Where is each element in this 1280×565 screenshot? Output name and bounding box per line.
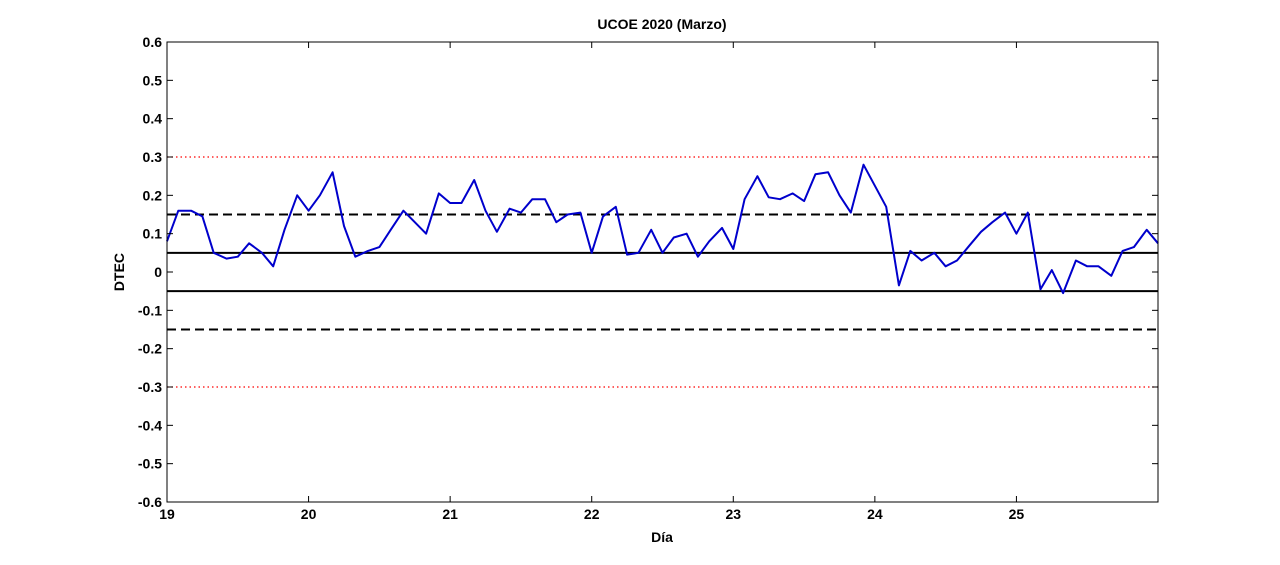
y-tick-label: 0.3 xyxy=(143,149,163,165)
x-tick-label: 20 xyxy=(301,506,317,522)
x-ticks: 19 20 21 22 23 24 25 xyxy=(159,42,1024,522)
y-tick-label: 0 xyxy=(154,264,162,280)
plot-area xyxy=(167,42,1158,502)
y-tick-label: -0.6 xyxy=(138,494,162,510)
y-tick-label: -0.2 xyxy=(138,341,162,357)
x-tick-label: 23 xyxy=(725,506,741,522)
y-tick-label: -0.1 xyxy=(138,302,162,318)
y-ticks: -0.6 -0.5 -0.4 -0.3 -0.2 -0.1 0 0.1 0.2 0.3 0.4 0.5… xyxy=(138,34,1158,510)
y-tick-label: -0.3 xyxy=(138,379,162,395)
plot-background xyxy=(167,42,1158,502)
y-tick-label: 0.2 xyxy=(143,187,163,203)
y-tick-label: 0.1 xyxy=(143,226,163,242)
chart-title: UCOE 2020 (Marzo) xyxy=(597,16,726,32)
y-tick-label: -0.5 xyxy=(138,456,162,472)
x-tick-label: 22 xyxy=(584,506,600,522)
x-tick-label: 21 xyxy=(442,506,458,522)
y-tick-label: 0.6 xyxy=(143,34,163,50)
y-axis-label: DTEC xyxy=(111,253,127,291)
x-tick-label: 19 xyxy=(159,506,175,522)
series-line-0 xyxy=(166,163,1159,295)
y-tick-label: 0.5 xyxy=(143,72,163,88)
series-group xyxy=(166,163,1159,295)
x-tick-label: 24 xyxy=(867,506,883,522)
x-tick-label: 25 xyxy=(1009,506,1025,522)
x-axis-label: Día xyxy=(651,529,673,545)
y-tick-label: -0.4 xyxy=(138,417,162,433)
y-tick-label: 0.4 xyxy=(143,111,163,127)
